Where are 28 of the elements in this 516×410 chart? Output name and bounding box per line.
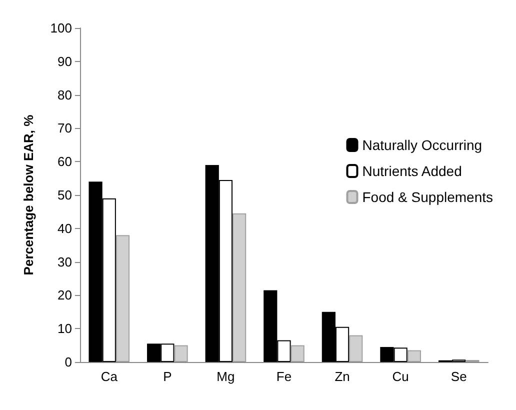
- x-tick-label: Se: [450, 369, 467, 384]
- bar: [407, 350, 421, 362]
- x-tick-label: Fe: [276, 369, 292, 384]
- bar: [116, 235, 130, 362]
- y-tick-label: 0: [64, 354, 72, 370]
- x-tick-label: Zn: [334, 369, 350, 384]
- x-tick-label: Ca: [100, 369, 118, 384]
- y-tick-label: 10: [58, 321, 72, 336]
- y-tick-label: 80: [58, 87, 72, 102]
- legend-label: Food & Supplements: [362, 189, 494, 205]
- y-tick-label: 30: [58, 254, 72, 270]
- x-tick-label: Mg: [216, 369, 235, 384]
- y-tick-label: 70: [58, 120, 72, 136]
- y-tick-label: 40: [58, 220, 72, 236]
- y-tick-label: 100: [50, 20, 72, 36]
- legend-label: Naturally Occurring: [362, 137, 482, 153]
- x-tick-label: P: [163, 369, 172, 384]
- bar: [232, 213, 246, 362]
- y-tick-label: 20: [58, 288, 72, 303]
- bar: [290, 345, 304, 362]
- y-axis-title: Percentage below EAR, %: [21, 114, 36, 276]
- y-tick-label: 50: [58, 188, 72, 202]
- bar: [174, 345, 188, 362]
- legend-label: Nutrients Added: [362, 163, 462, 179]
- y-tick-label: 60: [58, 154, 72, 170]
- y-tick-label: 90: [58, 54, 72, 69]
- bar: [349, 335, 363, 362]
- x-tick-label: Cu: [392, 369, 409, 384]
